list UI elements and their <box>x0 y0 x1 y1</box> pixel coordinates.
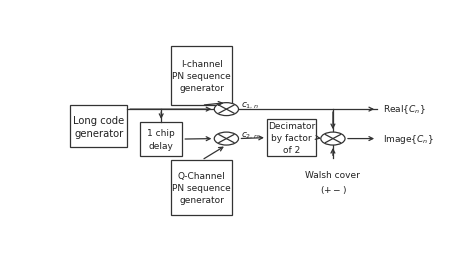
Bar <box>171 161 232 215</box>
Text: I-channel
PN sequence
generator: I-channel PN sequence generator <box>172 60 231 93</box>
Text: Decimator
by factor
of 2: Decimator by factor of 2 <box>268 121 315 155</box>
Bar <box>70 106 127 148</box>
Text: Q-Channel
PN sequence
generator: Q-Channel PN sequence generator <box>172 171 231 204</box>
Text: $c_{2,n}$: $c_{2,n}$ <box>241 130 259 140</box>
Text: 1 chip
delay: 1 chip delay <box>147 129 175 150</box>
Text: Long code
generator: Long code generator <box>73 115 124 138</box>
Bar <box>267 119 316 157</box>
Text: Walsh cover
$(+-)$: Walsh cover $(+-)$ <box>305 170 360 196</box>
Bar <box>171 47 232 106</box>
Text: $c_{1,n}$: $c_{1,n}$ <box>241 100 259 110</box>
Circle shape <box>214 103 238 116</box>
Text: Image$\{C_n\}$: Image$\{C_n\}$ <box>383 132 433 145</box>
Bar <box>140 122 182 157</box>
Text: Real$\{C_n\}$: Real$\{C_n\}$ <box>383 103 425 116</box>
Circle shape <box>214 133 238 146</box>
Circle shape <box>321 133 345 146</box>
